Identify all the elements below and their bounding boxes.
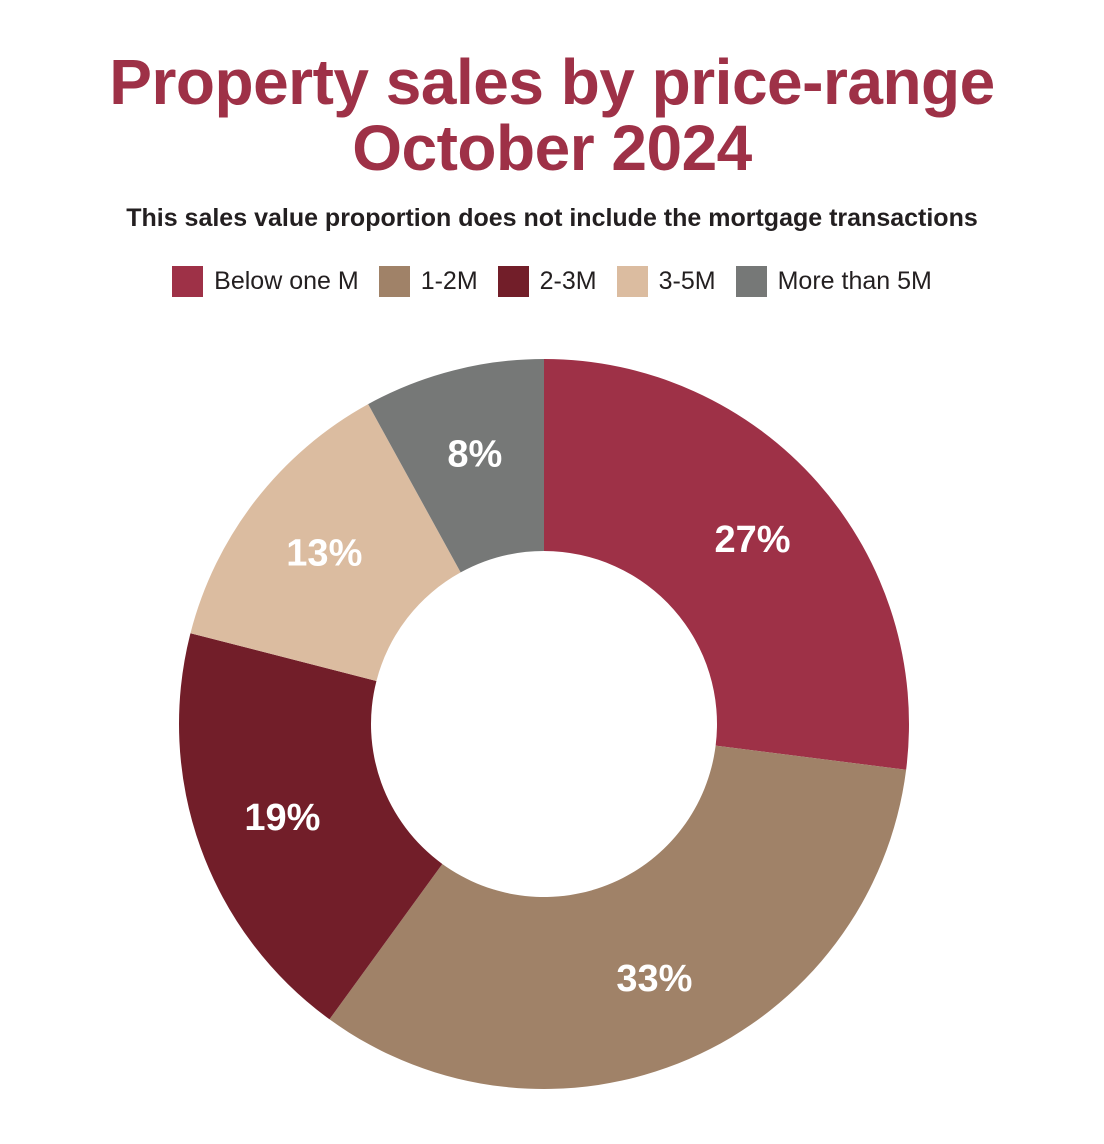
chart-legend: Below one M 1-2M 2-3M 3-5M More than 5M	[0, 266, 1104, 297]
legend-swatch	[735, 266, 767, 297]
legend-item: 2-3M	[497, 266, 597, 297]
slice-data-label: 33%	[616, 958, 692, 1000]
legend-swatch	[172, 266, 204, 297]
legend-label: Below one M	[214, 267, 359, 295]
legend-swatch	[616, 266, 648, 297]
legend-label: More than 5M	[777, 267, 932, 295]
slice-data-label: 13%	[286, 533, 362, 575]
chart-title-line-2: October 2024	[352, 112, 752, 184]
legend-label: 2-3M	[539, 267, 597, 295]
slice-data-label: 19%	[244, 797, 320, 839]
legend-swatch	[378, 266, 410, 297]
legend-item: 1-2M	[378, 266, 478, 297]
legend-swatch	[497, 266, 529, 297]
donut-slices	[179, 359, 909, 1090]
legend-item: Below one M	[172, 266, 359, 297]
slice-data-label: 8%	[447, 434, 502, 476]
donut-slice	[190, 404, 461, 681]
donut-slice	[179, 633, 443, 1020]
donut-slice	[329, 745, 907, 1090]
legend-item: More than 5M	[735, 266, 932, 297]
donut-slice	[544, 359, 909, 770]
chart-subtitle: This sales value proportion does not inc…	[126, 204, 978, 232]
slice-data-label: 27%	[714, 519, 790, 561]
legend-label: 1-2M	[420, 267, 478, 295]
chart-title-line-1: Property sales by price-range	[109, 46, 995, 118]
legend-item: 3-5M	[616, 266, 716, 297]
donut-data-labels: 27% 33% 19% 13% 8%	[244, 434, 790, 1000]
donut-slice	[368, 359, 544, 573]
legend-label: 3-5M	[658, 267, 716, 295]
